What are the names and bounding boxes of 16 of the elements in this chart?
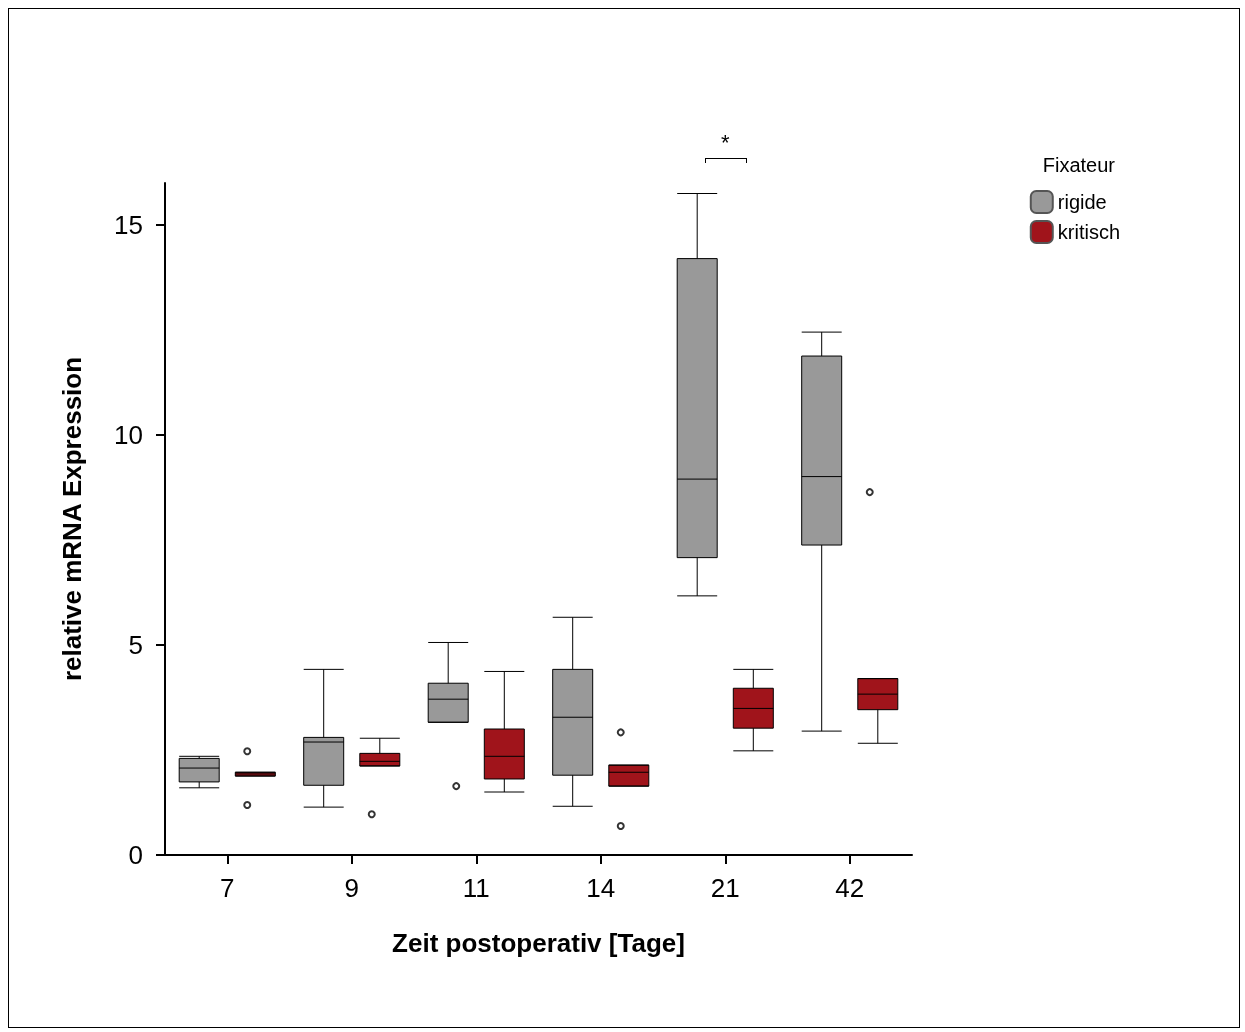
- x-tick-label: 21: [710, 873, 740, 903]
- y-tick-label: 10: [114, 420, 143, 450]
- legend-title: Fixateur: [1042, 154, 1116, 176]
- y-tick-label: 0: [128, 840, 143, 870]
- x-tick-label: 42: [835, 873, 865, 903]
- x-tick-label: 11: [462, 873, 490, 903]
- x-tick-label: 14: [586, 873, 616, 903]
- x-axis-title: Zeit postoperativ [Tage]: [392, 928, 685, 958]
- legend-label: kritisch: [1057, 221, 1121, 243]
- y-axis-title: relative mRNA Expression: [57, 356, 87, 682]
- y-tick-label: 15: [114, 210, 143, 240]
- x-tick-label: 9: [344, 873, 359, 903]
- text: *: [720, 130, 730, 156]
- x-tick-label: 7: [220, 873, 235, 903]
- legend-label: rigide: [1057, 191, 1107, 213]
- y-tick-label: 5: [128, 630, 143, 660]
